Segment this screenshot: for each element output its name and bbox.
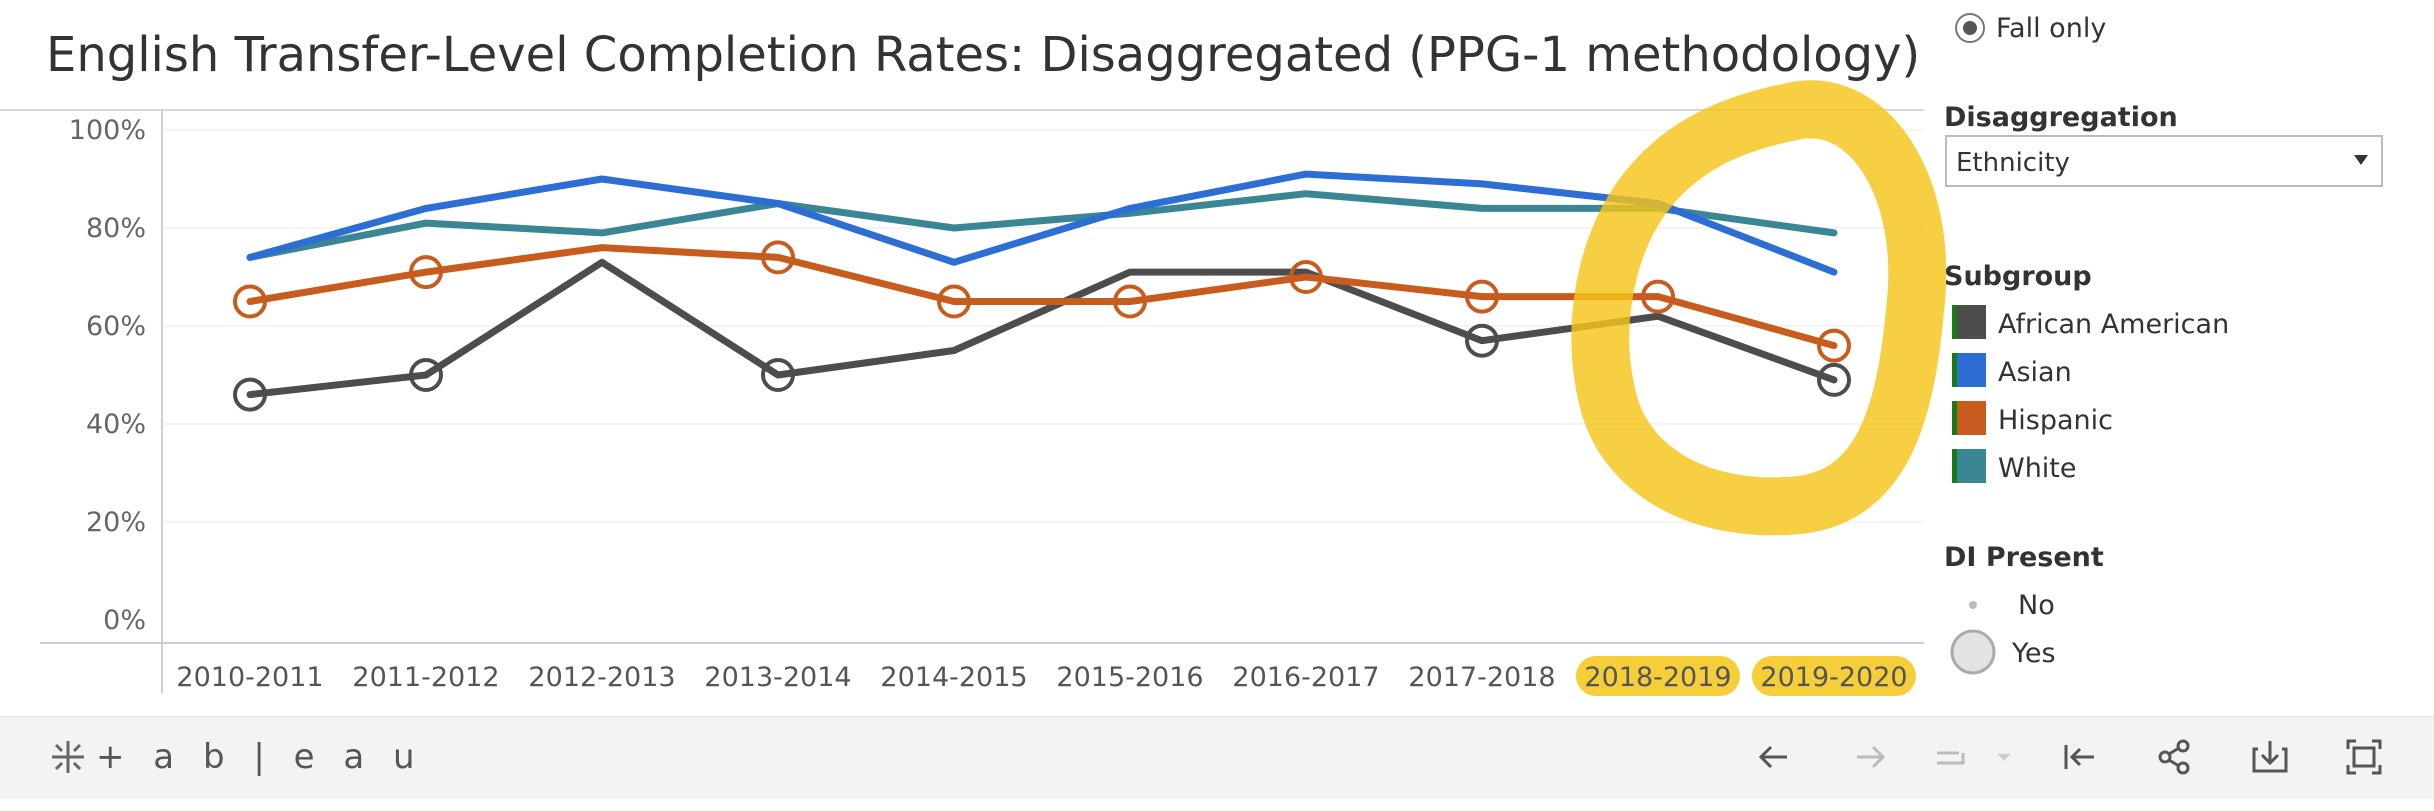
di-legend-item-yes[interactable]: Yes — [1950, 629, 2056, 675]
x-axis-ticks: 2010-2011 2011-2012 2012-2013 2013-2014 2014… — [176, 662, 1907, 693]
di-no-marker — [1969, 601, 1977, 609]
di-marker[interactable] — [937, 284, 971, 319]
radio-dot — [1963, 21, 1977, 35]
legend-label: African American — [1998, 309, 2229, 340]
di-legend-item-no[interactable]: No — [1969, 590, 2055, 621]
legend-swatch — [1952, 401, 1986, 435]
di-legend-title: DI Present — [1944, 542, 2104, 573]
share-icon — [2158, 739, 2190, 775]
dropdown-box — [1945, 135, 2383, 187]
disaggregation-label: Disaggregation — [1944, 102, 2178, 133]
legend-item-white[interactable]: White — [1952, 449, 2077, 484]
legend-swatch — [1952, 449, 1986, 483]
legend-item-asian[interactable]: Asian — [1952, 353, 2072, 388]
di-marker[interactable] — [761, 240, 795, 275]
y-tick-label: 80% — [86, 213, 146, 244]
legend-swatch — [1952, 353, 1986, 387]
chevron-down-icon — [2354, 155, 2368, 165]
x-label-highlights — [1576, 656, 1916, 696]
legend-swatch-accent — [1952, 449, 1957, 483]
legend-item-african-american[interactable]: African American — [1952, 305, 2229, 340]
subgroup-legend-title: Subgroup — [1944, 261, 2092, 292]
subgroup-legend: African American Asian Hispanic White — [1952, 305, 2229, 484]
di-marker[interactable] — [233, 377, 267, 412]
y-tick-label: 0% — [103, 605, 146, 636]
tableau-toolbar: + a b | e a u — [0, 716, 2434, 799]
x-tick-label: 2015-2016 — [1056, 662, 1203, 693]
legend-swatch — [1952, 305, 1986, 339]
di-marker[interactable] — [1817, 328, 1851, 363]
x-tick-label: 2012-2013 — [528, 662, 675, 693]
di-marker[interactable] — [1113, 284, 1147, 319]
x-tick-label: 2010-2011 — [176, 662, 323, 693]
dropdown-value: Ethnicity — [1956, 148, 2070, 178]
revert-all-icon — [2064, 745, 2094, 769]
x-label-highlight — [1752, 656, 1916, 696]
di-yes-marker — [1950, 629, 1996, 675]
arrow-left-icon — [1758, 745, 1787, 769]
legend-label: Asian — [1998, 357, 2072, 388]
revert-dropdown[interactable] — [1986, 733, 2022, 781]
highlight-annotation-circle — [1571, 80, 1947, 536]
legend-swatch-accent — [1952, 353, 1957, 387]
di-yes-label: Yes — [2011, 638, 2056, 669]
disaggregation-dropdown[interactable]: Ethnicity — [1945, 135, 2383, 187]
revert-button[interactable] — [1925, 733, 1977, 781]
term-radio-label: Fall only — [1996, 13, 2106, 44]
di-marker[interactable] — [409, 255, 443, 290]
x-tick-label: 2018-2019 — [1584, 662, 1731, 693]
term-radio-option[interactable]: Fall only — [1955, 13, 2106, 44]
legend-item-hispanic[interactable]: Hispanic — [1952, 401, 2113, 436]
chevron-down-icon — [1997, 753, 2011, 762]
y-tick-label: 60% — [86, 311, 146, 342]
tableau-logo-icon — [52, 741, 84, 773]
revert-icon — [1937, 751, 1965, 765]
download-button[interactable] — [2244, 733, 2296, 781]
legend-swatch-accent — [1952, 305, 1957, 339]
x-tick-label: 2011-2012 — [352, 662, 499, 693]
di-marker[interactable] — [1817, 362, 1851, 397]
di-marker[interactable] — [1465, 279, 1499, 314]
x-tick-label: 2017-2018 — [1408, 662, 1555, 693]
di-marker[interactable] — [761, 358, 795, 392]
y-tick-label: 20% — [86, 507, 146, 538]
revert-all-button[interactable] — [2054, 733, 2106, 781]
series-line-asian[interactable] — [246, 170, 1838, 276]
di-marker[interactable] — [1289, 260, 1323, 294]
undo-button[interactable] — [1747, 733, 1799, 781]
redo-button[interactable] — [1845, 733, 1897, 781]
legend-label: Hispanic — [1998, 405, 2113, 436]
series-line-african-american[interactable] — [246, 258, 1838, 399]
share-button[interactable] — [2149, 733, 2201, 781]
di-marker[interactable] — [1641, 279, 1675, 314]
y-tick-label: 40% — [86, 409, 146, 440]
di-no-label: No — [2018, 590, 2055, 621]
legend-swatch-accent — [1952, 401, 1957, 435]
series-line-white[interactable] — [246, 190, 1838, 261]
legend-label: White — [1998, 453, 2077, 484]
y-axis-ticks: 0% 20% 40% 60% 80% 100% — [69, 115, 146, 636]
x-tick-label: 2014-2015 — [880, 662, 1027, 693]
y-tick-label: 100% — [69, 115, 146, 146]
fullscreen-button[interactable] — [2338, 733, 2390, 781]
x-tick-label: 2019-2020 — [1760, 662, 1907, 693]
tableau-logo: + a b | e a u — [46, 733, 424, 781]
fullscreen-icon — [2346, 739, 2382, 775]
di-marker[interactable] — [1465, 323, 1499, 358]
x-label-highlight — [1576, 656, 1740, 696]
tableau-viz: English Transfer-Level Completion Rates:… — [0, 13, 2383, 696]
di-marker[interactable] — [233, 284, 267, 319]
di-marker[interactable] — [409, 358, 443, 392]
series-layer — [233, 170, 1851, 412]
x-tick-label: 2016-2017 — [1232, 662, 1379, 693]
tableau-logo-text: + a b | e a u — [96, 737, 424, 777]
x-tick-label: 2013-2014 — [704, 662, 851, 693]
chart-title: English Transfer-Level Completion Rates:… — [46, 27, 1920, 83]
series-line-hispanic[interactable] — [246, 244, 1838, 350]
download-icon — [2252, 741, 2288, 773]
arrow-right-icon — [1857, 745, 1886, 769]
